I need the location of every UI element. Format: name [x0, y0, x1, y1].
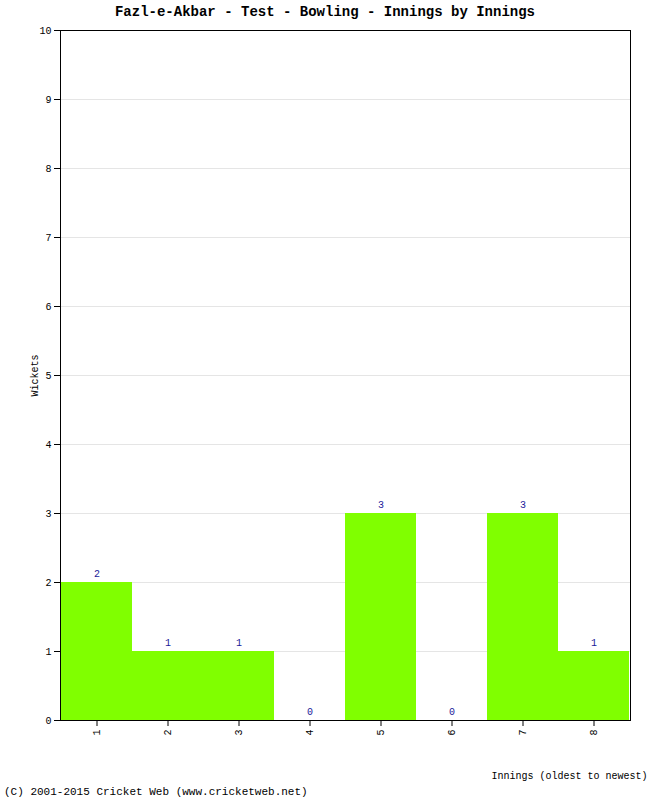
svg-text:1: 1 [591, 638, 597, 649]
svg-text:3: 3 [378, 500, 384, 511]
svg-text:5: 5 [376, 730, 387, 736]
svg-text:Innings (oldest to newest): Innings (oldest to newest) [491, 771, 647, 782]
svg-text:3: 3 [45, 509, 51, 520]
svg-text:Wickets: Wickets [30, 354, 41, 396]
svg-text:8: 8 [45, 164, 51, 175]
svg-text:8: 8 [589, 730, 600, 736]
svg-text:7: 7 [518, 730, 529, 736]
svg-text:1: 1 [45, 647, 51, 658]
svg-text:1: 1 [236, 638, 242, 649]
svg-text:2: 2 [45, 578, 51, 589]
svg-text:7: 7 [45, 233, 51, 244]
svg-text:3: 3 [520, 500, 526, 511]
svg-text:0: 0 [307, 707, 313, 718]
svg-text:2: 2 [94, 569, 100, 580]
html-text:(C) 2001-2015 Cricket Web (www: (C) 2001-2015 Cricket Web (www.cricketwe… [4, 786, 308, 798]
svg-text:5: 5 [45, 371, 51, 382]
svg-text:6: 6 [447, 730, 458, 736]
html-text:Fazl-e-Akbar - Test - Bowling: Fazl-e-Akbar - Test - Bowling - Innings … [115, 4, 535, 20]
svg-text:6: 6 [45, 302, 51, 313]
svg-text:1: 1 [165, 638, 171, 649]
svg-text:4: 4 [305, 730, 316, 736]
svg-text:3: 3 [234, 730, 245, 736]
svg-text:1: 1 [92, 730, 103, 736]
svg-text:10: 10 [39, 26, 51, 37]
svg-text:2: 2 [163, 730, 174, 736]
svg-text:0: 0 [449, 707, 455, 718]
svg-text:9: 9 [45, 95, 51, 106]
svg-text:0: 0 [45, 716, 51, 727]
svg-text:4: 4 [45, 440, 51, 451]
